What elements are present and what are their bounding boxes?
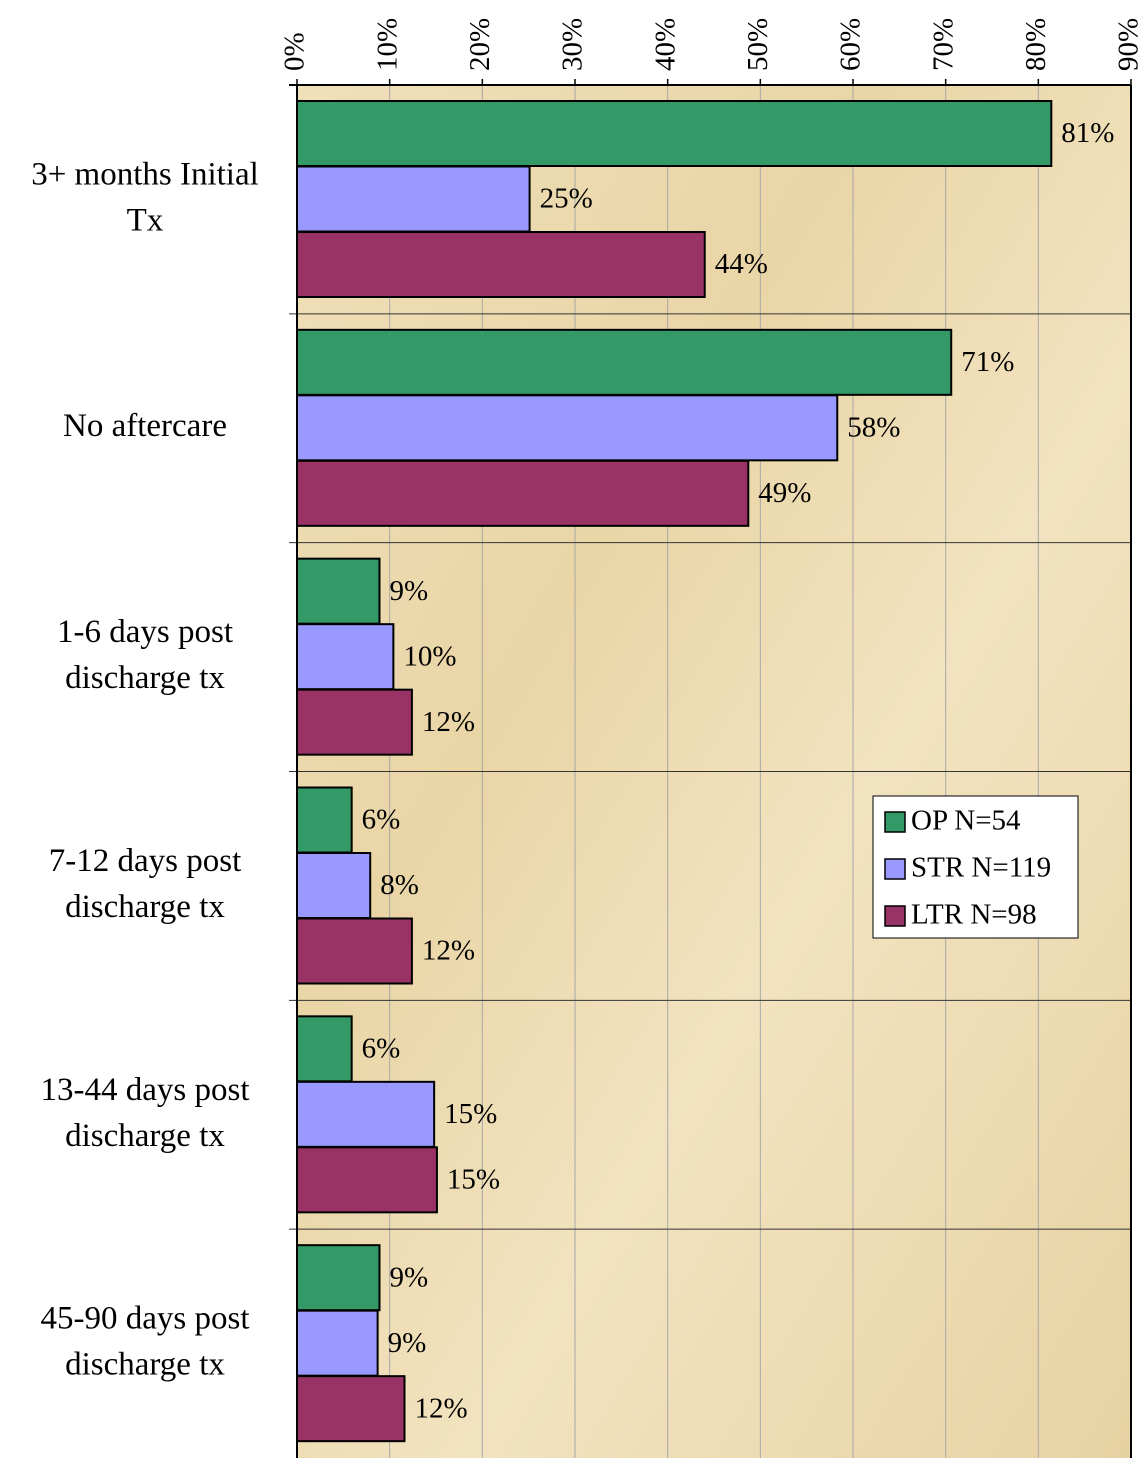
data-label: 10%: [403, 640, 456, 672]
legend-swatch: [884, 811, 906, 833]
data-label: 12%: [422, 935, 475, 967]
legend-swatch: [884, 905, 906, 927]
legend-label: STR N=119: [911, 852, 1051, 884]
y-tick-label: 45-90 days post discharge tx: [41, 1300, 250, 1382]
bar: [296, 459, 750, 527]
data-label: 58%: [847, 411, 900, 443]
x-tick-label: 50%: [742, 18, 774, 71]
bar: [296, 165, 531, 233]
data-label: 15%: [447, 1163, 500, 1195]
bar: [296, 623, 395, 691]
x-tick-label: 10%: [371, 18, 403, 71]
x-tick-label: 60%: [835, 18, 867, 71]
data-label: 12%: [414, 1392, 467, 1424]
bar: [296, 100, 1053, 167]
data-label: 44%: [715, 248, 768, 280]
bar: [296, 1015, 353, 1083]
data-label: 81%: [1061, 117, 1114, 149]
y-tick-label: 3+ months Initial Tx: [31, 156, 259, 238]
data-label: 49%: [758, 477, 811, 509]
bar: [296, 231, 706, 298]
bar: [296, 394, 839, 462]
x-tick-label: 70%: [927, 18, 959, 71]
y-tick-label: 7-12 days post discharge tx: [49, 842, 242, 924]
y-tick-label: No aftercare: [63, 408, 227, 444]
y-tick-label: 1-6 days post discharge tx: [57, 614, 233, 696]
data-label: 12%: [422, 706, 475, 738]
data-label: 9%: [388, 1327, 427, 1359]
x-tick-label: 30%: [557, 18, 589, 71]
legend-box: [872, 795, 1079, 939]
bar: [296, 1309, 379, 1377]
y-tick-label: 13-44 days post discharge tx: [41, 1071, 250, 1153]
data-label: 25%: [540, 183, 593, 215]
bar: [296, 328, 953, 396]
data-label: 6%: [362, 1032, 401, 1064]
legend-swatch: [884, 858, 906, 880]
x-tick-label: 0%: [279, 32, 311, 71]
bar: [296, 1375, 406, 1443]
bar: [296, 852, 372, 919]
bar: [296, 1244, 381, 1312]
data-label: 8%: [380, 869, 419, 901]
bar: [296, 688, 413, 756]
legend-label: OP N=54: [911, 805, 1021, 837]
bar: [296, 1146, 438, 1214]
data-label: 6%: [362, 804, 401, 836]
x-tick-label: 90%: [1113, 18, 1144, 71]
bar: [296, 557, 381, 625]
data-label: 15%: [444, 1098, 497, 1130]
data-label: 71%: [961, 346, 1014, 378]
bar: [296, 917, 413, 985]
legend-label: LTR N=98: [911, 899, 1037, 931]
bar: [296, 1080, 436, 1148]
data-label: 9%: [389, 1261, 428, 1293]
bar: [296, 786, 353, 854]
x-tick-label: 40%: [649, 18, 681, 71]
data-label: 9%: [389, 575, 428, 607]
x-tick-label: 80%: [1020, 18, 1052, 71]
x-tick-label: 20%: [464, 18, 496, 71]
